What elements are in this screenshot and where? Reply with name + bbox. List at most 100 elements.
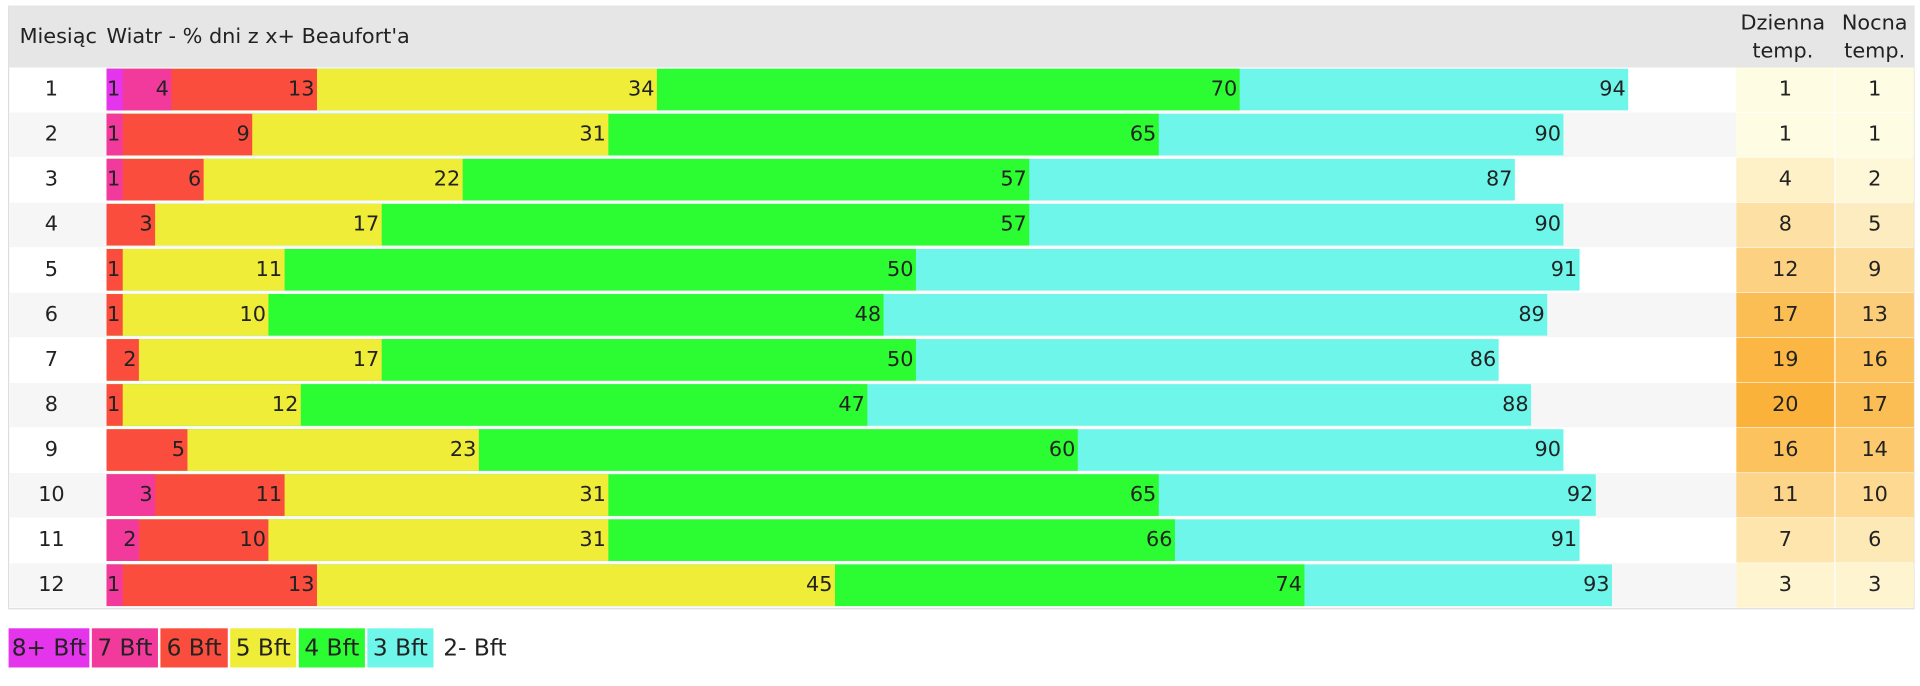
temp-label: 7 bbox=[1779, 527, 1792, 551]
month-label: 9 bbox=[45, 437, 58, 461]
value-label: 57 bbox=[1000, 212, 1026, 236]
wind-bar bbox=[106, 564, 123, 607]
value-label: 5 bbox=[172, 437, 185, 461]
temp-label: 3 bbox=[1868, 572, 1881, 596]
value-label: 17 bbox=[353, 347, 379, 371]
temp-cell bbox=[1736, 473, 1835, 518]
month-label: 5 bbox=[45, 257, 58, 281]
value-label: 34 bbox=[628, 77, 654, 101]
temp-label: 10 bbox=[1861, 482, 1887, 506]
value-label: 2 bbox=[123, 347, 136, 371]
temp-label: 13 bbox=[1861, 302, 1887, 326]
wind-bar bbox=[106, 339, 139, 381]
wind-bar bbox=[106, 68, 123, 111]
temp-label: 17 bbox=[1861, 392, 1887, 416]
value-label: 31 bbox=[579, 122, 605, 146]
wind-bar bbox=[106, 519, 139, 561]
temp-label: 4 bbox=[1779, 167, 1792, 191]
temp-cell bbox=[1736, 382, 1835, 428]
legend-swatch bbox=[230, 628, 297, 668]
value-label: 11 bbox=[256, 482, 282, 506]
month-label: 12 bbox=[38, 572, 64, 596]
wind-bar bbox=[106, 339, 382, 381]
month-label: 2 bbox=[45, 122, 58, 146]
value-label: 50 bbox=[887, 347, 913, 371]
wind-bar bbox=[106, 203, 156, 246]
value-label: 1 bbox=[107, 167, 120, 191]
value-label: 47 bbox=[838, 392, 864, 416]
temp-label: 12 bbox=[1772, 257, 1798, 281]
value-label: 57 bbox=[1000, 167, 1026, 191]
wind-bar bbox=[106, 564, 317, 607]
month-header: Miesiąc bbox=[20, 24, 97, 48]
legend-label: 4 Bft bbox=[304, 635, 359, 662]
wind-bar bbox=[106, 294, 123, 336]
legend-label: 8+ Bft bbox=[12, 635, 87, 662]
value-label: 93 bbox=[1583, 572, 1609, 596]
value-label: 70 bbox=[1211, 77, 1237, 101]
month-label: 4 bbox=[45, 212, 58, 236]
month-label: 1 bbox=[45, 77, 58, 101]
temp-cell bbox=[1835, 518, 1914, 563]
temp-label: 2 bbox=[1868, 167, 1881, 191]
legend-swatch bbox=[91, 628, 158, 668]
temp-cell bbox=[1736, 292, 1835, 338]
value-label: 13 bbox=[288, 77, 314, 101]
value-label: 66 bbox=[1146, 527, 1172, 551]
value-label: 9 bbox=[237, 122, 250, 146]
temp-label: 5 bbox=[1868, 212, 1881, 236]
value-label: 90 bbox=[1535, 212, 1561, 236]
wind-bar bbox=[106, 384, 123, 426]
legend-swatch bbox=[298, 628, 365, 668]
temp-label: 17 bbox=[1772, 302, 1798, 326]
legend-label: 5 Bft bbox=[236, 635, 291, 662]
temp-cell bbox=[1835, 112, 1914, 157]
value-label: 74 bbox=[1276, 572, 1302, 596]
value-label: 22 bbox=[434, 167, 460, 191]
legend-label: 3 Bft bbox=[373, 635, 428, 662]
temp-cell bbox=[1835, 157, 1914, 203]
temp-cell bbox=[1736, 202, 1835, 248]
night-header: temp. bbox=[1844, 39, 1905, 63]
value-label: 12 bbox=[272, 392, 298, 416]
temp-cell bbox=[1736, 112, 1835, 157]
wind-bar bbox=[106, 429, 188, 471]
temp-label: 9 bbox=[1868, 257, 1881, 281]
value-label: 50 bbox=[887, 257, 913, 281]
value-label: 23 bbox=[450, 437, 476, 461]
temp-label: 1 bbox=[1868, 77, 1881, 101]
value-label: 13 bbox=[288, 572, 314, 596]
temp-cell bbox=[1736, 518, 1835, 563]
value-label: 11 bbox=[256, 257, 282, 281]
value-label: 10 bbox=[239, 527, 265, 551]
wind-header: Wiatr - % dni z x+ Beaufort'a bbox=[107, 24, 410, 48]
temp-label: 19 bbox=[1772, 347, 1798, 371]
value-label: 89 bbox=[1518, 302, 1544, 326]
wind-bar bbox=[106, 248, 123, 291]
wind-bar bbox=[106, 248, 285, 291]
wind-bar bbox=[106, 294, 269, 336]
day-header: temp. bbox=[1752, 39, 1813, 63]
wind-bar bbox=[106, 113, 253, 156]
temp-cell bbox=[1736, 67, 1835, 112]
value-label: 31 bbox=[579, 527, 605, 551]
temp-cell bbox=[1736, 427, 1835, 473]
legend-swatch bbox=[160, 628, 228, 668]
value-label: 10 bbox=[239, 302, 265, 326]
month-label: 8 bbox=[45, 392, 58, 416]
temp-cell bbox=[1835, 563, 1914, 608]
value-label: 1 bbox=[107, 302, 120, 326]
value-label: 31 bbox=[579, 482, 605, 506]
legend-swatch bbox=[8, 628, 90, 668]
value-label: 90 bbox=[1535, 437, 1561, 461]
legend-label: 6 Bft bbox=[167, 635, 222, 662]
temp-label: 11 bbox=[1772, 482, 1798, 506]
value-label: 65 bbox=[1130, 122, 1156, 146]
temp-cell bbox=[1835, 427, 1914, 473]
temp-cell bbox=[1835, 247, 1914, 293]
month-label: 6 bbox=[45, 302, 58, 326]
value-label: 65 bbox=[1130, 482, 1156, 506]
temp-label: 16 bbox=[1861, 347, 1887, 371]
month-label: 10 bbox=[38, 482, 64, 506]
